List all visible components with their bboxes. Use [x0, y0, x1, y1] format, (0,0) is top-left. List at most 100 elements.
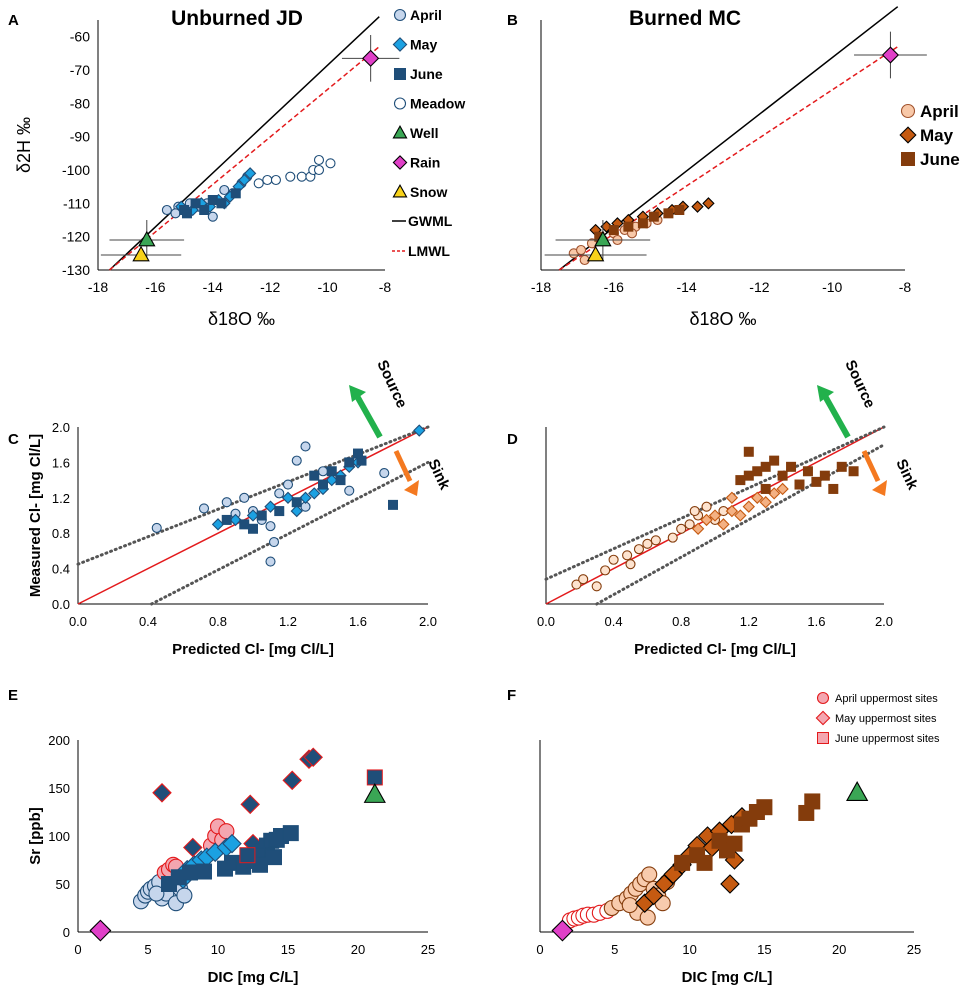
point-may: [229, 513, 242, 527]
point-april: [268, 536, 280, 548]
x-tick-label: -12: [749, 279, 769, 295]
point-june: [291, 497, 302, 508]
legend-marker: [394, 68, 406, 80]
point-april: [701, 501, 712, 512]
point-may: [290, 504, 303, 518]
x-tick-label: 1.2: [279, 614, 297, 629]
legend-label: GWML: [408, 213, 453, 229]
line-lower: [595, 443, 886, 606]
point-april: [689, 506, 700, 517]
legend-label: April uppermost sites: [835, 693, 938, 705]
point-june: [608, 225, 619, 235]
point-may-uppermost: [240, 794, 260, 815]
legend-marker: [899, 126, 917, 144]
point-april: [639, 909, 656, 926]
legend-label: May uppermost sites: [835, 713, 937, 725]
point-june: [181, 208, 192, 219]
legend-label: June: [410, 66, 443, 82]
point-june: [637, 218, 648, 229]
x-tick-label: -10: [317, 279, 337, 295]
sink-arrow: [393, 449, 413, 483]
x-tick-label: 0.8: [209, 614, 227, 629]
y-tick-label: -80: [70, 95, 90, 111]
panel-d: D 0.0 0.4 0.8 1.2 1.6 2.0 Predicted Cl- [mg Cl/…: [507, 358, 921, 658]
point-april: [633, 544, 645, 555]
point-june: [239, 519, 250, 530]
legend-label: Well: [410, 125, 439, 141]
point-june: [802, 466, 813, 477]
source-arrow-head: [817, 385, 834, 402]
point-april: [676, 523, 687, 534]
y-tick-label: 0.8: [52, 526, 70, 541]
point-may: [776, 482, 789, 496]
point-april: [622, 550, 633, 561]
point-june: [811, 476, 822, 487]
point-may: [281, 491, 295, 504]
x-tick-label: 0.4: [605, 614, 623, 629]
y-axis-label: Sr [ppb]: [27, 807, 44, 865]
point-april: [198, 503, 210, 514]
point-june: [777, 470, 788, 481]
point-june: [696, 854, 713, 871]
x-tick-label: -16: [604, 279, 624, 295]
legend-label: May: [410, 37, 437, 53]
point-june: [804, 793, 821, 810]
point-well: [846, 781, 869, 802]
point-june-uppermost: [366, 769, 383, 786]
x-tick-label: 1.2: [740, 614, 758, 629]
x-tick-label: 2.0: [875, 614, 893, 629]
point-april: [600, 565, 611, 576]
point-snow: [586, 245, 605, 262]
point-april: [379, 467, 390, 479]
point-april: [291, 455, 302, 466]
point-april: [219, 184, 230, 196]
point-rain: [551, 919, 574, 942]
x-tick-label: -16: [145, 279, 165, 295]
point-april: [282, 479, 294, 490]
point-june: [221, 514, 232, 525]
point-april: [608, 554, 619, 565]
point-april: [650, 535, 661, 546]
point-april: [578, 574, 589, 585]
panel-c: C 0.0 0.4 0.8 1.2 1.6 2.0 0.0 0.4 0.8 1.2 1.6 2.0 Pre…: [8, 358, 453, 658]
point-rain: [362, 49, 380, 67]
point-june: [836, 461, 847, 472]
source-arrow: [822, 394, 851, 439]
legend-label: May: [920, 126, 954, 145]
source-arrow-head: [349, 385, 366, 402]
point-april: [207, 211, 218, 222]
point-june: [196, 863, 212, 880]
x-tick-label: 0: [74, 942, 81, 957]
point-well: [594, 230, 612, 247]
panel-title: Burned MC: [629, 7, 741, 30]
y-tick-label: -110: [63, 195, 90, 211]
point-snow: [132, 245, 150, 262]
point-april: [575, 244, 587, 256]
point-may: [691, 200, 704, 213]
point-june: [207, 195, 218, 205]
point-meadow: [270, 174, 281, 186]
point-may: [691, 522, 705, 535]
x-tick-label: -8: [899, 279, 912, 295]
y-axis-label: Measured Cl- [mg Cl/L]: [27, 434, 44, 597]
point-may: [211, 518, 225, 531]
panel-letter: B: [507, 12, 518, 29]
x-axis-label: Predicted Cl- [mg Cl/L]: [172, 641, 334, 658]
point-april: [265, 521, 276, 532]
x-tick-label: 2.0: [419, 614, 437, 629]
point-april: [344, 485, 355, 496]
point-june: [199, 205, 210, 215]
point-april: [265, 556, 276, 567]
x-tick-label: 0.8: [672, 614, 690, 629]
y-tick-label: 200: [48, 733, 70, 748]
point-may: [708, 509, 722, 522]
point-may: [759, 496, 772, 509]
point-april: [176, 887, 193, 904]
y-tick-label: -90: [70, 129, 90, 145]
point-may: [413, 424, 426, 437]
x-tick-label: 1.6: [349, 614, 367, 629]
sink-label: Sink: [892, 457, 921, 493]
legend-marker: [392, 124, 408, 139]
legend-label: June uppermost sites: [835, 733, 940, 745]
source-arrow: [354, 394, 383, 439]
